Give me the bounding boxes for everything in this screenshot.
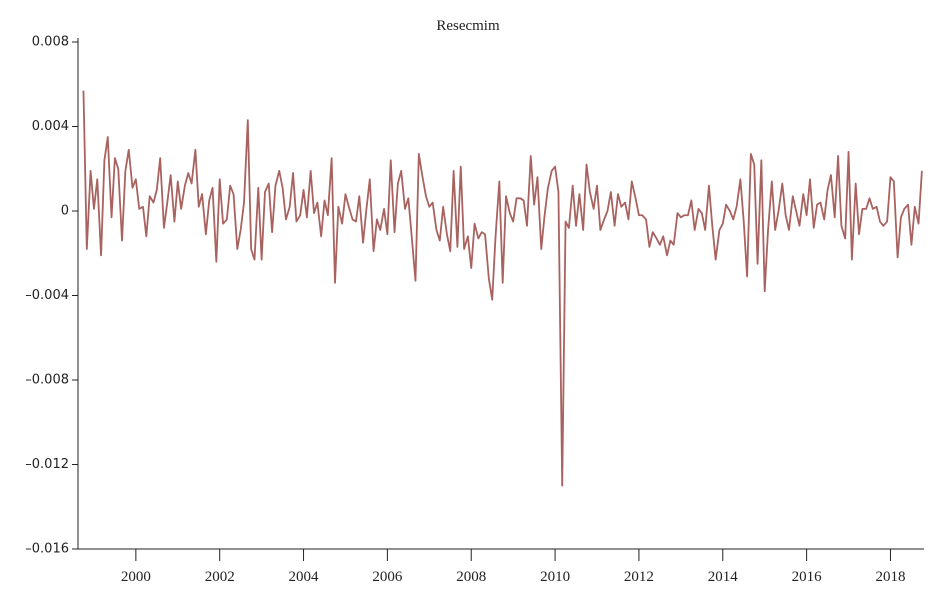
x-tick-label: 2018 (875, 569, 905, 585)
x-tick-label: 2008 (456, 569, 486, 585)
data-line (82, 90, 923, 487)
x-tick-label: 2002 (205, 569, 235, 585)
y-tick-label: –0.004 (25, 288, 69, 303)
y-tick-label: 0.008 (32, 35, 69, 50)
x-tick-label: 2016 (792, 569, 823, 585)
x-tick-label: 2000 (121, 569, 151, 585)
y-tick-label: –0.012 (25, 457, 69, 472)
x-tick-label: 2012 (624, 569, 654, 585)
x-tick-label: 2014 (708, 569, 739, 585)
y-tick-label: 0.004 (32, 119, 69, 134)
y-tick-label: –0.008 (25, 373, 69, 388)
y-tick-label: –0.016 (25, 542, 69, 557)
chart-title: Resecmim (436, 18, 500, 34)
x-tick-label: 2004 (289, 569, 320, 585)
x-tick-label: 2010 (540, 569, 570, 585)
y-tick-label: 0 (61, 204, 69, 219)
x-tick-label: 2006 (372, 569, 403, 585)
